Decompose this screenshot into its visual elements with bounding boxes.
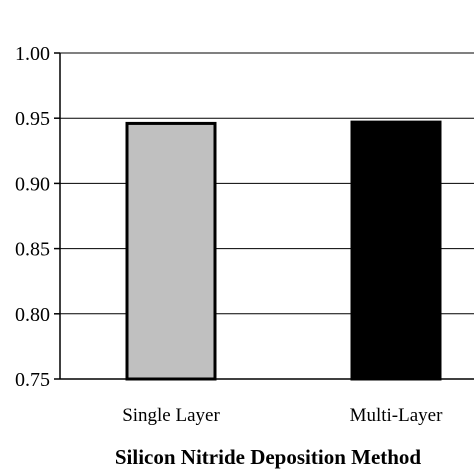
y-tick-label: 0.80 [15,304,50,326]
y-tick-label: 0.85 [15,239,50,261]
x-axis-title: Silicon Nitride Deposition Method [115,445,422,469]
x-tick-label: Single Layer [122,405,220,426]
bars [125,120,442,381]
x-tick-labels: Single Layer Multi-Layer [122,405,443,426]
y-tick-label: 1.00 [15,43,50,65]
y-tick-label: 0.95 [15,108,50,130]
y-tick-label: 0.90 [15,173,50,195]
bar-multi-layer [350,120,442,381]
bar-single-layer [125,121,217,381]
axes [59,53,474,380]
y-tick-labels: 0.75 0.80 0.85 0.90 0.95 1.00 [15,43,60,391]
y-tick-label: 0.75 [15,369,50,391]
x-tick-label: Multi-Layer [350,405,444,426]
